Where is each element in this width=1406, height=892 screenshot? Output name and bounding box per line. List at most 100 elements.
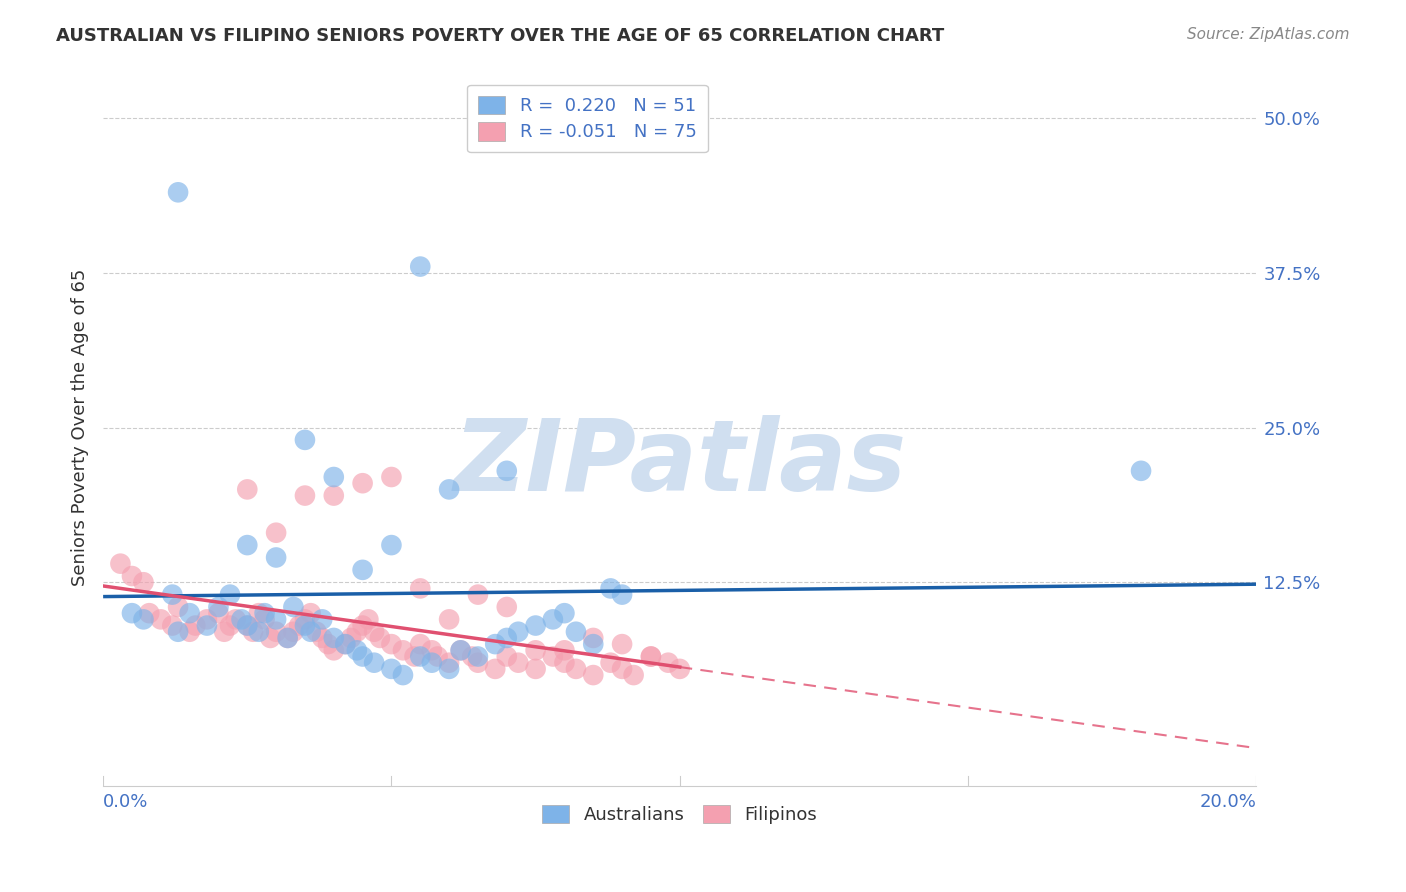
- Point: [352, 476, 374, 491]
- Point: [368, 631, 391, 645]
- Point: [380, 538, 402, 552]
- Point: [553, 606, 575, 620]
- Point: [524, 618, 547, 632]
- Point: [657, 656, 679, 670]
- Point: [346, 624, 368, 639]
- Point: [610, 637, 633, 651]
- Point: [283, 599, 305, 614]
- Point: [121, 569, 143, 583]
- Point: [553, 656, 575, 670]
- Point: [121, 606, 143, 620]
- Point: [409, 260, 432, 274]
- Point: [409, 637, 432, 651]
- Point: [288, 618, 311, 632]
- Point: [195, 612, 218, 626]
- Point: [352, 618, 374, 632]
- Point: [467, 649, 489, 664]
- Point: [437, 612, 460, 626]
- Point: [283, 624, 305, 639]
- Y-axis label: Seniors Poverty Over the Age of 65: Seniors Poverty Over the Age of 65: [72, 268, 89, 586]
- Text: Source: ZipAtlas.com: Source: ZipAtlas.com: [1187, 27, 1350, 42]
- Point: [311, 612, 333, 626]
- Point: [231, 612, 253, 626]
- Point: [553, 643, 575, 657]
- Point: [247, 606, 270, 620]
- Point: [322, 489, 344, 503]
- Point: [668, 662, 690, 676]
- Point: [541, 612, 564, 626]
- Point: [110, 557, 132, 571]
- Point: [541, 649, 564, 664]
- Point: [277, 631, 299, 645]
- Point: [610, 588, 633, 602]
- Point: [524, 643, 547, 657]
- Point: [294, 612, 316, 626]
- Point: [484, 637, 506, 651]
- Point: [311, 631, 333, 645]
- Point: [236, 618, 259, 632]
- Point: [484, 662, 506, 676]
- Point: [524, 662, 547, 676]
- Point: [437, 483, 460, 497]
- Point: [242, 624, 264, 639]
- Point: [335, 637, 357, 651]
- Point: [392, 643, 415, 657]
- Point: [352, 563, 374, 577]
- Point: [495, 649, 517, 664]
- Point: [363, 656, 385, 670]
- Point: [495, 599, 517, 614]
- Point: [294, 618, 316, 632]
- Point: [352, 649, 374, 664]
- Point: [236, 483, 259, 497]
- Point: [264, 612, 287, 626]
- Point: [184, 618, 207, 632]
- Point: [236, 618, 259, 632]
- Point: [294, 489, 316, 503]
- Point: [623, 668, 645, 682]
- Point: [299, 606, 322, 620]
- Point: [1130, 464, 1153, 478]
- Point: [207, 599, 229, 614]
- Point: [299, 624, 322, 639]
- Point: [322, 643, 344, 657]
- Point: [277, 631, 299, 645]
- Point: [565, 624, 588, 639]
- Point: [508, 624, 530, 639]
- Point: [599, 582, 621, 596]
- Point: [322, 631, 344, 645]
- Point: [253, 612, 276, 626]
- Point: [340, 631, 363, 645]
- Point: [582, 637, 605, 651]
- Point: [437, 662, 460, 676]
- Point: [426, 649, 449, 664]
- Point: [236, 538, 259, 552]
- Point: [357, 612, 380, 626]
- Point: [219, 588, 242, 602]
- Point: [565, 662, 588, 676]
- Point: [640, 649, 662, 664]
- Point: [640, 649, 662, 664]
- Point: [495, 631, 517, 645]
- Point: [247, 624, 270, 639]
- Point: [179, 606, 201, 620]
- Point: [322, 470, 344, 484]
- Point: [467, 588, 489, 602]
- Point: [363, 624, 385, 639]
- Point: [582, 631, 605, 645]
- Point: [167, 186, 190, 200]
- Point: [409, 582, 432, 596]
- Point: [132, 575, 155, 590]
- Point: [380, 637, 402, 651]
- Point: [294, 433, 316, 447]
- Point: [610, 662, 633, 676]
- Text: 0.0%: 0.0%: [103, 793, 149, 811]
- Point: [450, 643, 472, 657]
- Point: [264, 550, 287, 565]
- Point: [305, 624, 328, 639]
- Point: [420, 656, 443, 670]
- Point: [219, 618, 242, 632]
- Point: [495, 464, 517, 478]
- Point: [404, 649, 426, 664]
- Point: [346, 643, 368, 657]
- Point: [162, 588, 184, 602]
